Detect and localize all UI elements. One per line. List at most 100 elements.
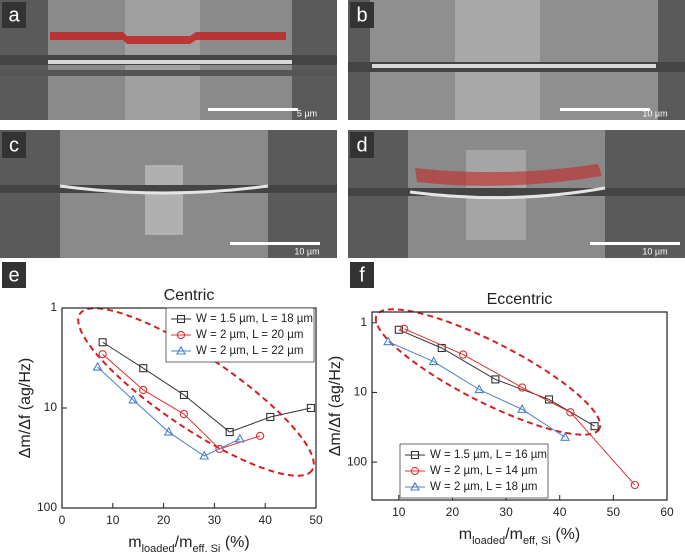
series-line: [387, 341, 566, 438]
panel-label: d: [356, 134, 367, 156]
marker: [428, 356, 439, 366]
panel-label: a: [8, 4, 20, 26]
marker: [92, 361, 103, 371]
panel-label: b: [356, 4, 367, 26]
marker: [630, 480, 639, 490]
x-tick-label: 20: [446, 505, 460, 519]
x-axis-label-part: m: [128, 534, 141, 551]
y-tick-label: 1: [360, 315, 367, 329]
x-axis-label-part: eff, Si: [523, 535, 551, 547]
chart-title: Centric: [164, 287, 215, 304]
x-tick-label: 20: [157, 513, 171, 527]
x-tick-label: 0: [59, 513, 66, 527]
y-tick-label: 1: [50, 300, 57, 314]
legend-label: W = 2 µm, L = 14 µm: [430, 465, 537, 477]
marker: [394, 325, 403, 334]
legend-marker: [176, 330, 186, 340]
marker: [98, 338, 107, 347]
marker: [139, 364, 148, 373]
marker: [163, 426, 174, 436]
series-line: [403, 328, 636, 486]
legend-label: W = 1.5 µm, L = 18 µm: [196, 313, 313, 325]
y-tick-label: 100: [37, 500, 57, 514]
legend-label: W = 2 µm, L = 22 µm: [196, 345, 303, 357]
x-axis-label-part: /m: [175, 534, 193, 551]
x-axis-label: mloaded/meff, Si (%): [128, 534, 249, 552]
marker: [128, 394, 139, 404]
panel-label-box: [350, 132, 374, 158]
panel-label: f: [359, 264, 365, 286]
legend-marker: [410, 481, 420, 491]
marker: [459, 350, 468, 359]
panel-label-box: [2, 2, 26, 28]
x-axis-label-part: (%): [220, 534, 249, 551]
y-tick-label: 10: [44, 400, 58, 414]
x-axis-label-part: m: [459, 526, 472, 543]
sem-image: [348, 0, 685, 120]
marker: [590, 422, 599, 431]
legend-label: W = 1.5 µm, L = 16 µm: [430, 449, 547, 461]
x-tick-label: 40: [259, 513, 273, 527]
marker: [139, 385, 148, 395]
series-line: [97, 366, 241, 457]
marker: [491, 375, 500, 384]
y-tick-label: 10: [354, 385, 368, 399]
x-tick-label: 30: [208, 513, 222, 527]
marker: [474, 384, 485, 394]
marker: [234, 433, 245, 443]
legend-marker: [410, 466, 420, 476]
marker: [98, 350, 107, 359]
marker: [179, 390, 188, 399]
panel-label-box: [350, 2, 374, 28]
x-tick-label: 60: [660, 505, 674, 519]
marker: [517, 404, 528, 413]
series-line: [102, 341, 312, 433]
marker: [179, 409, 189, 419]
sem-image: [348, 130, 685, 258]
marker: [306, 403, 315, 413]
sem-image: [0, 0, 337, 120]
legend-marker: [176, 345, 186, 355]
x-axis-label-part: eff, Si: [192, 543, 220, 552]
x-axis-label-part: /m: [505, 526, 523, 543]
series-line: [398, 329, 595, 427]
y-tick-label: 100: [347, 454, 367, 468]
x-tick-label: 10: [106, 513, 120, 527]
x-tick-label: 40: [553, 505, 567, 519]
chart-title: Eccentric: [487, 291, 553, 308]
legend-label: W = 2 µm, L = 20 µm: [196, 329, 303, 341]
panel-label-box: [350, 262, 374, 288]
legend-marker: [176, 314, 186, 324]
marker: [199, 450, 210, 460]
panel-label-box: [2, 262, 26, 288]
marker: [437, 343, 446, 353]
marker: [566, 408, 575, 417]
marker: [560, 431, 571, 441]
highlight-ellipse: [374, 308, 602, 436]
x-tick-label: 50: [309, 513, 323, 527]
series-line: [102, 353, 261, 450]
panel-label-box: [2, 132, 26, 158]
legend-marker: [410, 450, 420, 460]
scale-label: 5 µm: [297, 108, 317, 118]
panel-label: c: [9, 134, 19, 156]
marker: [266, 412, 275, 422]
x-tick-label: 50: [607, 505, 621, 519]
marker: [383, 336, 394, 346]
marker: [215, 444, 224, 454]
marker: [518, 383, 527, 392]
x-axis-label-part: (%): [551, 526, 580, 543]
scale-label: 10 µm: [642, 246, 667, 256]
scale-label: 10 µm: [642, 108, 667, 118]
x-tick-label: 10: [392, 505, 406, 519]
marker: [255, 431, 265, 441]
x-tick-label: 30: [499, 505, 513, 519]
marker: [400, 324, 409, 333]
x-axis-label-part: loaded: [472, 535, 505, 547]
x-axis-label-part: loaded: [142, 543, 175, 552]
panel-label: e: [8, 264, 19, 286]
plot-frame: [371, 311, 668, 501]
scale-label: 10 µm: [294, 246, 319, 256]
x-axis-label: mloaded/meff, Si (%): [459, 526, 580, 547]
